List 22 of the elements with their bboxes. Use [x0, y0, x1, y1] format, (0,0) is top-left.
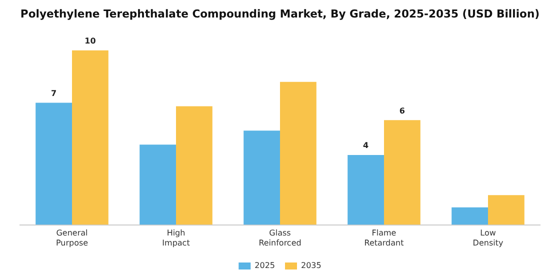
data-label: 4 — [363, 141, 370, 150]
bar — [176, 106, 212, 225]
x-tick-label: High Impact — [162, 228, 190, 248]
legend-label: 2025 — [254, 261, 275, 270]
x-tick-label: Flame Retardant — [364, 228, 404, 248]
data-label: 6 — [399, 106, 406, 116]
bar — [280, 82, 316, 225]
x-tick-label: Glass Reinforced — [258, 228, 302, 248]
bar — [244, 130, 280, 225]
bar — [452, 207, 488, 225]
x-tick-label: Low Density — [472, 228, 504, 248]
bar — [36, 102, 72, 225]
bar — [72, 50, 108, 225]
bar — [140, 144, 176, 225]
bar — [348, 155, 384, 225]
data-label: 7 — [51, 88, 57, 98]
bar — [384, 120, 420, 225]
chart-title: Polyethylene Terephthalate Compounding Market, By Grade, 2025-2035 (USD Billion) — [20, 7, 540, 20]
legend-label: 2035 — [301, 261, 322, 270]
x-tick-label: General Purpose — [56, 228, 88, 248]
bar — [488, 195, 524, 225]
data-label: 10 — [84, 36, 96, 46]
